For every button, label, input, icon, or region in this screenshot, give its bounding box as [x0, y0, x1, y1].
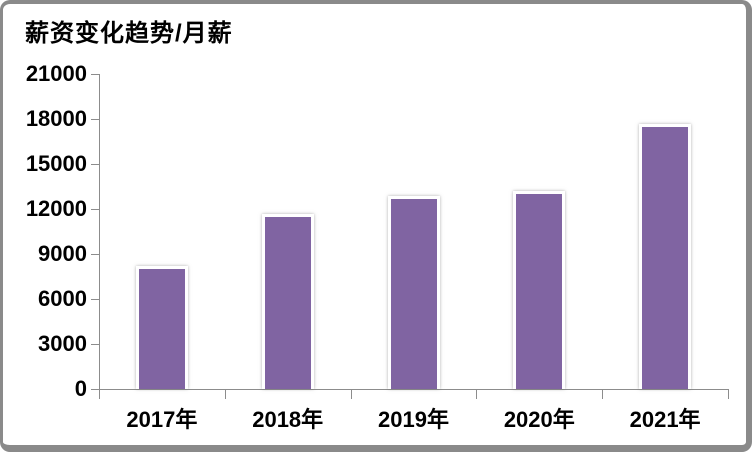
y-axis-label: 0: [74, 376, 87, 401]
y-axis-label: 12000: [25, 196, 87, 221]
x-axis-tick: [99, 389, 100, 399]
y-axis-tick: [91, 254, 100, 255]
y-axis-tick: [91, 344, 100, 345]
y-axis-label: 21000: [25, 61, 87, 86]
x-axis-tick: [728, 389, 729, 399]
x-axis-label: 2018年: [252, 407, 324, 432]
y-axis-tick: [91, 389, 100, 390]
x-axis-label: 2017年: [126, 407, 198, 432]
y-axis-tick: [91, 164, 100, 165]
x-axis-label: 2021年: [629, 407, 701, 432]
y-axis-tick: [91, 74, 100, 75]
y-axis-label: 18000: [25, 106, 87, 131]
y-axis-label: 6000: [38, 286, 87, 311]
y-axis-tick: [91, 209, 100, 210]
x-axis-tick: [602, 389, 604, 399]
y-axis-tick: [91, 299, 100, 300]
y-axis-tick: [91, 119, 100, 120]
x-axis-label: 2020年: [503, 407, 575, 432]
bar: [261, 213, 314, 389]
bar: [513, 191, 566, 389]
x-axis-tick: [224, 389, 226, 399]
y-axis-label: 15000: [25, 151, 87, 176]
x-axis-line: [99, 389, 729, 390]
chart-title: 薪资变化趋势/月薪: [25, 20, 233, 47]
x-axis-label: 2019年: [378, 407, 449, 432]
y-axis-label: 9000: [38, 241, 87, 266]
y-axis-label: 3000: [38, 331, 87, 356]
bar: [639, 123, 692, 389]
y-axis-line: [99, 74, 100, 390]
bar: [387, 195, 440, 389]
bar: [135, 266, 188, 389]
x-axis-tick: [476, 389, 478, 399]
x-axis-tick: [350, 389, 352, 399]
